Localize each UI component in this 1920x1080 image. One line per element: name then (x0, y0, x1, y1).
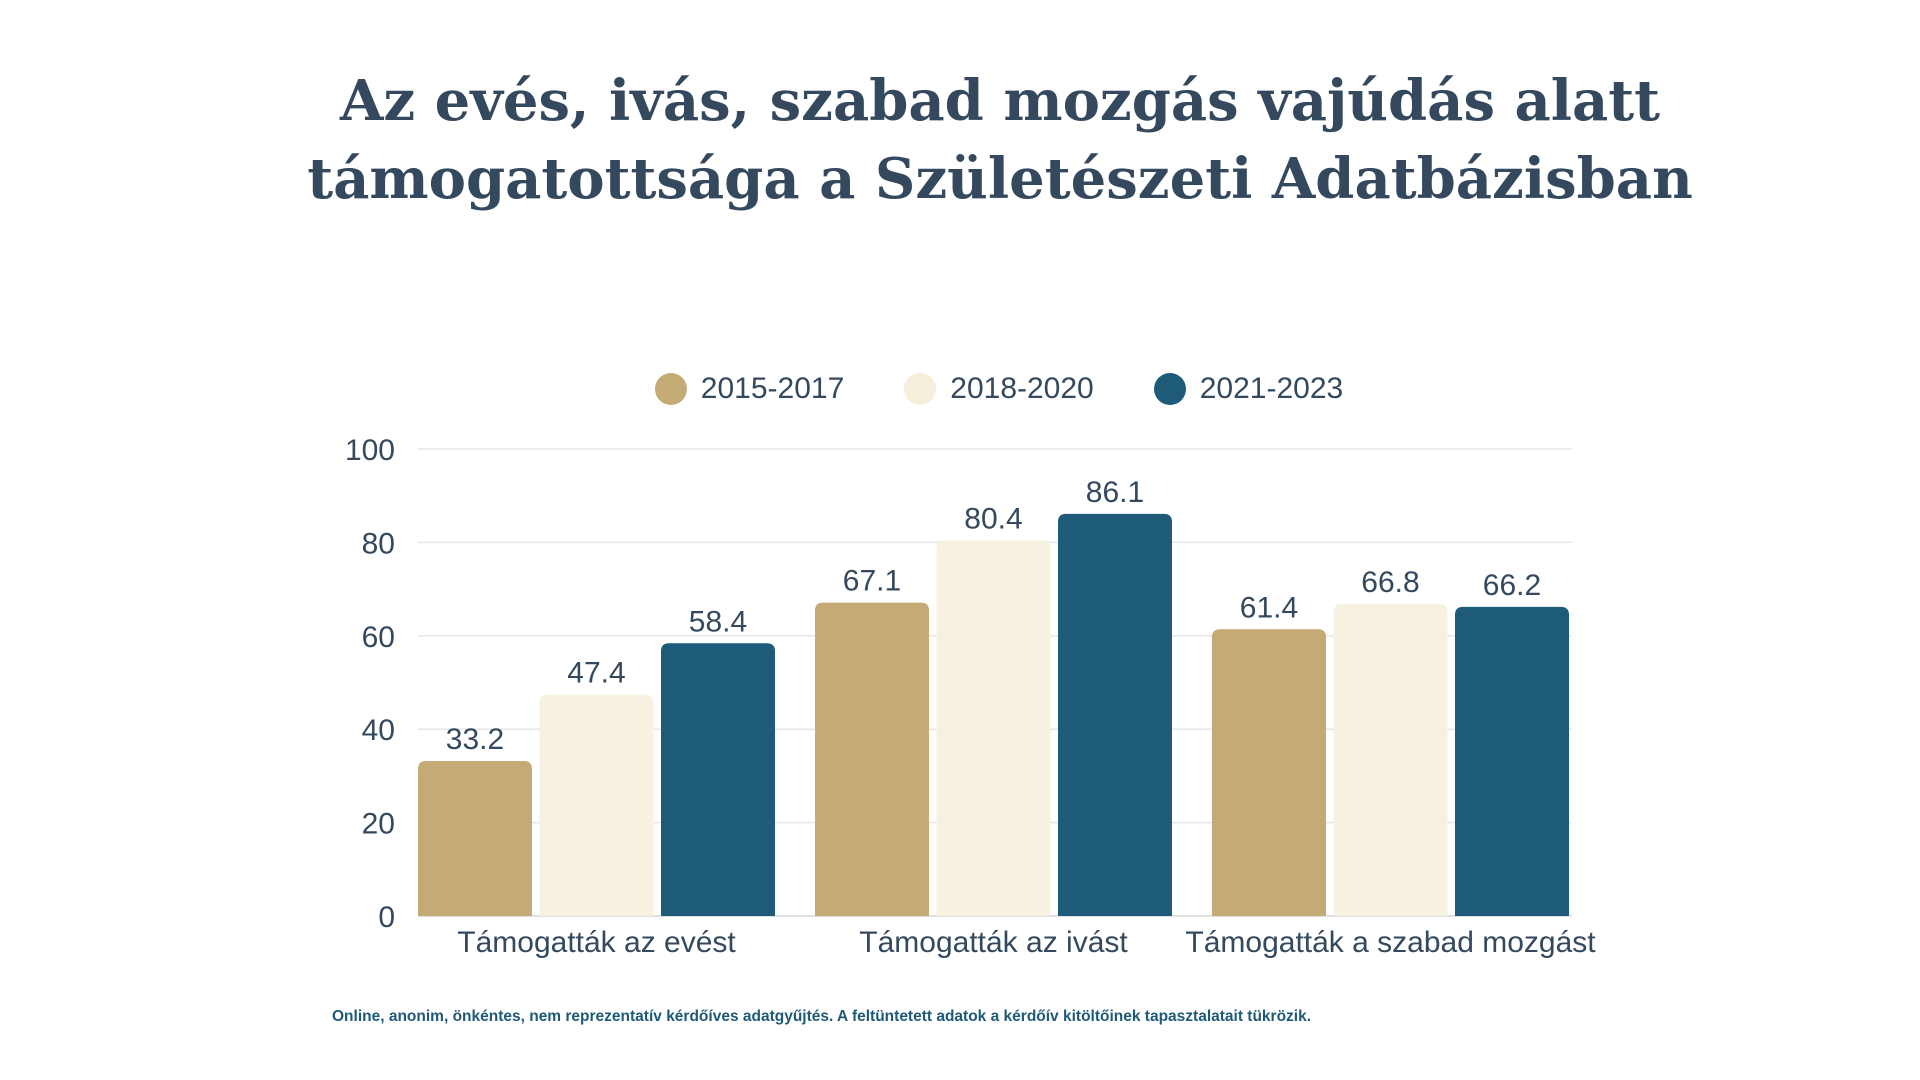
data-label-1-series-3: 58.4 (689, 605, 747, 638)
legend-label-2: 2018-2020 (950, 372, 1094, 405)
data-label-2-series-2: 80.4 (964, 503, 1022, 536)
y-tick-label-40: 40 (362, 714, 395, 747)
bar-1-series-1 (418, 760, 532, 916)
legend-swatch-1 (654, 373, 687, 405)
bar-3-series-3 (1455, 606, 1569, 916)
chart-title: Az evés, ivás, szabad mozgás vajúdás ala… (0, 62, 1920, 218)
y-tick-label-100: 100 (345, 434, 395, 467)
data-label-2-series-3: 86.1 (1086, 476, 1144, 509)
legend-item-1: 2015-2017 (654, 372, 845, 406)
bar-1-series-3 (661, 643, 775, 916)
x-category-label-2: Támogatták az ivást (859, 926, 1128, 959)
bar-3-series-1 (1212, 629, 1326, 916)
y-tick-label-0: 0 (378, 901, 395, 934)
bar-2-series-3 (1058, 513, 1172, 916)
x-category-label-3: Támogatták a szabad mozgást (1185, 926, 1596, 959)
data-label-1-series-2: 47.4 (567, 657, 625, 690)
bar-1-series-2 (539, 694, 654, 916)
legend-item-2: 2018-2020 (904, 372, 1094, 406)
data-label-1-series-1: 33.2 (446, 723, 504, 756)
legend-swatch-3 (1153, 373, 1186, 405)
footnote: Online, anonim, önkéntes, nem reprezenta… (332, 1008, 1312, 1025)
y-tick-label-80: 80 (362, 527, 395, 560)
data-label-3-series-3: 66.2 (1483, 569, 1541, 602)
x-category-label-1: Támogatták az evést (457, 926, 736, 959)
chart-title-line-2: támogatottsága a Születészeti Adatbázisb… (307, 146, 1693, 212)
legend-swatch-2 (904, 373, 937, 405)
legend-label-1: 2015-2017 (700, 372, 845, 405)
data-label-2-series-1: 67.1 (843, 565, 901, 598)
data-label-3-series-2: 66.8 (1361, 566, 1419, 599)
chart-legend: 2015-2017 2018-2020 2021-2023 (0, 372, 1920, 406)
bar-3-series-2 (1333, 604, 1448, 916)
bar-2-series-1 (815, 602, 929, 916)
chart-title-line-1: Az evés, ivás, szabad mozgás vajúdás ala… (339, 68, 1661, 134)
legend-item-3: 2021-2023 (1153, 372, 1344, 406)
y-tick-label-60: 60 (362, 621, 395, 654)
legend-label-3: 2021-2023 (1199, 372, 1344, 405)
bar-2-series-2 (936, 540, 1051, 916)
y-tick-label-20: 20 (362, 808, 395, 841)
data-label-3-series-1: 61.4 (1240, 591, 1298, 624)
